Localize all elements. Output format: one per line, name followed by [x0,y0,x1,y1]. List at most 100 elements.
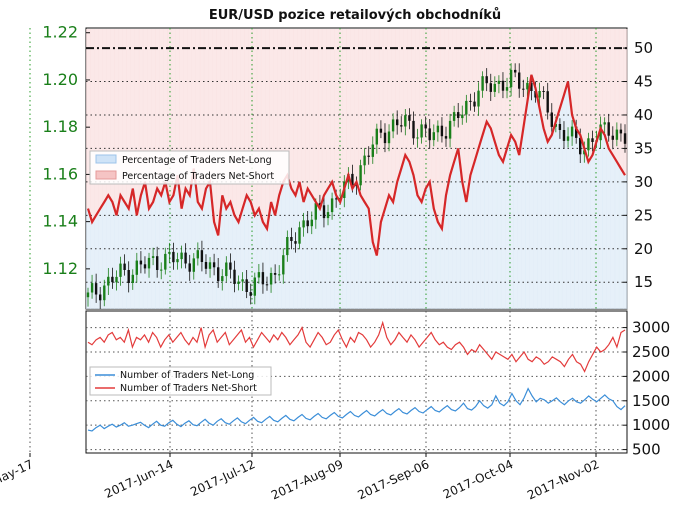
right-tick-label: 35 [634,139,653,157]
candle-body [310,219,313,227]
candle-body [322,205,326,219]
candle-body [562,130,566,141]
net-short-shade [614,29,620,162]
right-tick-label: 45 [634,73,653,91]
right-tick-label: 50 [634,39,653,57]
candle-body [176,259,179,263]
net-long-shade [411,175,416,309]
candle-body [115,276,118,283]
right-tick-label: 1500 [632,392,670,410]
net-long-shade [358,195,363,309]
net-long-shade [586,161,591,309]
left-tick-label: 1.14 [42,212,78,231]
net-short-shade [354,29,359,182]
candle-body [273,273,277,275]
candle-body [493,83,496,92]
net-short-shade [142,29,148,182]
net-short-shade [244,29,249,196]
candle-body [278,274,281,276]
candle-body [623,133,627,144]
net-long-shade [334,195,339,309]
net-long-shade [374,255,380,309]
net-long-shade [610,155,616,309]
net-short-shade [521,29,526,129]
legend-label-long-count: Number of Traders Net-Long [120,370,254,381]
candle-body [196,250,199,259]
net-short-shade [236,29,241,222]
candle-body [90,283,94,293]
net-long-shade [533,88,538,309]
net-short-shade [289,29,294,189]
candle-body [575,126,578,138]
x-axis-date-labels: 2017-May-17 2017-Jun-14 2017-Jul-12 2017-Au… [0,453,601,503]
net-long-shade [159,195,164,309]
net-long-shade [623,175,628,309]
net-long-shade [561,94,567,310]
candle-body [355,185,358,187]
candle-body [412,120,415,139]
net-short-shade [342,29,347,189]
net-short-shade [114,29,119,216]
candle-body [436,125,440,133]
candle-body [538,91,541,98]
net-long-shade [370,242,376,309]
net-short-shade [94,29,99,216]
left-tick-label: 1.12 [42,259,78,278]
right-tick-label: 1000 [632,416,670,434]
candle-body [94,283,98,295]
candle-body [558,124,562,130]
right-tick-label: 15 [634,273,653,291]
net-long-count-line [87,387,626,432]
net-short-shade [317,29,323,209]
net-short-shade [598,29,603,129]
candle-body [497,80,501,84]
net-long-shade [496,155,502,309]
candle-body [135,260,138,275]
net-long-shade [480,135,485,309]
net-long-shade [126,208,131,309]
net-short-shade [212,29,217,222]
net-short-shade [553,29,559,122]
net-short-shade [138,29,144,196]
net-short-count-line [87,320,626,373]
candle-body [481,76,484,91]
candle-body [603,122,606,125]
date-tick-label: 2017-Jun-14 [102,457,175,501]
candle-body [416,137,419,139]
net-long-shade [265,228,270,309]
candle-body [204,262,208,269]
net-short-shade [387,29,392,196]
net-long-shade [545,141,551,309]
net-long-shade [86,208,91,309]
candle-body [473,101,476,107]
left-tick-label: 1.22 [42,23,78,42]
candle-body [522,88,525,90]
candle-body [86,292,90,298]
net-long-shade [220,195,225,309]
net-short-shade [448,29,453,176]
candle-body [294,241,297,244]
net-long-shade [354,181,359,309]
net-long-shade [203,188,209,309]
net-short-shade [423,29,428,189]
candle-body [111,276,114,283]
candle-body [282,255,285,275]
net-long-shade [301,202,306,309]
candle-body [408,115,411,121]
net-long-count-polyline [87,387,626,432]
legend-swatch-net-short [95,170,117,180]
candle-body [314,203,317,220]
candle-body [225,262,228,277]
net-short-shade [220,29,225,196]
candle-body [526,82,529,90]
net-short-shade [427,29,433,182]
net-short-shade [240,29,245,209]
candle-body [375,128,378,145]
candle-body [514,69,517,73]
net-long-shade [391,202,396,309]
net-long-shade [281,181,286,309]
candle-body [147,257,151,269]
net-short-shade [574,29,579,129]
